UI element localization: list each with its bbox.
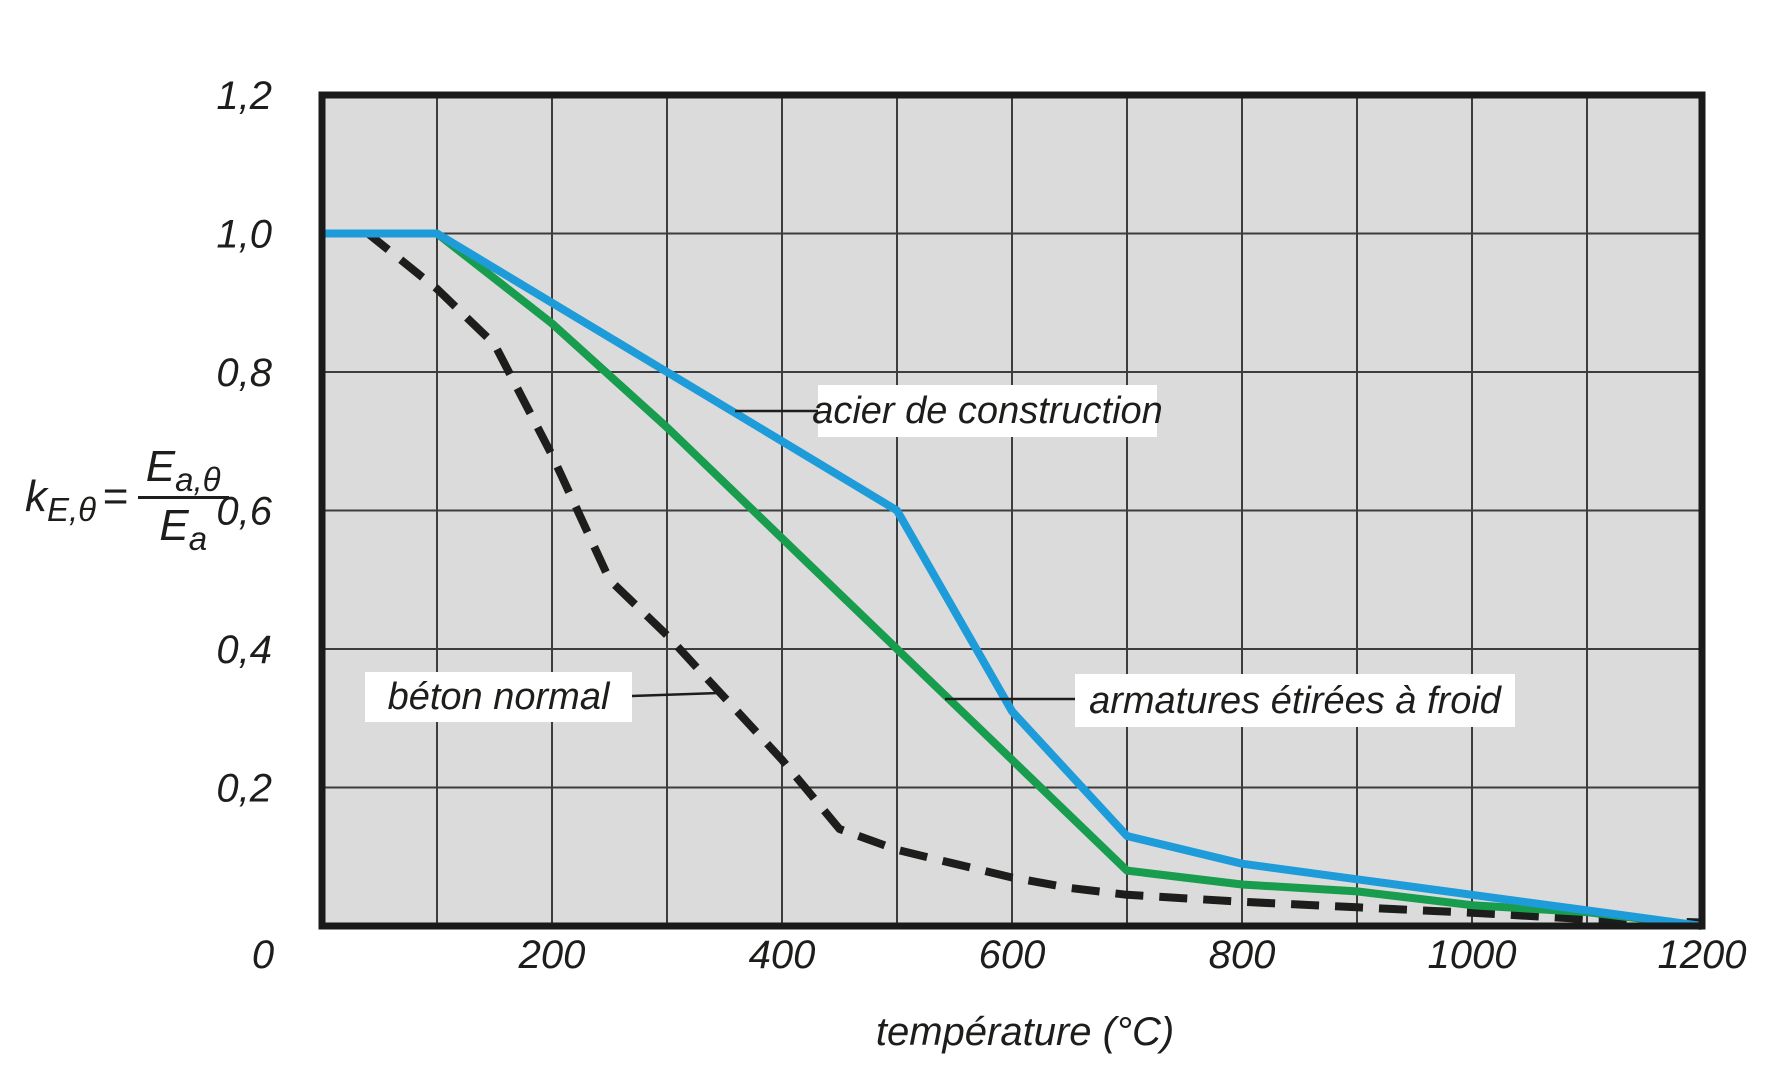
x-tick-label-400: 400 [749,933,816,977]
y-tick-label-0,8: 0,8 [216,351,272,395]
x-tick-label-1000: 1000 [1428,933,1517,977]
x-tick-label-600: 600 [979,933,1046,977]
curves [322,229,1703,930]
x-tick-label-0: 0 [252,933,274,977]
y-axis-formula: kE,θ = Ea,θ Ea [25,442,229,557]
formula-equals: = [102,471,128,521]
x-tick-label-800: 800 [1209,933,1276,977]
series-line-1-armatures-étirées-à-froid [322,229,1703,930]
plot-border [318,91,1706,930]
y-tick-label-0,2: 0,2 [216,767,272,811]
y-tick-label-0,4: 0,4 [216,628,272,672]
gridlines [322,95,1702,926]
leader-lines [631,409,1075,701]
series-label-beton-normal: béton normal [365,672,632,722]
x-tick-label-200: 200 [518,933,586,977]
series-line-2-béton-normal [322,229,1703,927]
formula-denominator: Ea [159,501,208,557]
leader-line-beton-normal [631,691,720,698]
series-line-0-acier-de-construction [322,229,1703,930]
y-tick-label-1,0: 1,0 [216,213,272,257]
x-tick-label-1200: 1200 [1658,933,1747,977]
y-tick-label-1,2: 1,2 [216,74,272,118]
series-label-armatures-etirees: armatures étirées à froid [1075,674,1515,727]
formula-numerator: Ea,θ [137,442,229,499]
formula-fraction: Ea,θ Ea [137,442,229,557]
x-axis-title: température (°C) [875,1009,1175,1054]
formula-k-term: kE,θ [25,471,97,528]
series-label-acier-de-construction: acier de construction [812,385,1163,437]
